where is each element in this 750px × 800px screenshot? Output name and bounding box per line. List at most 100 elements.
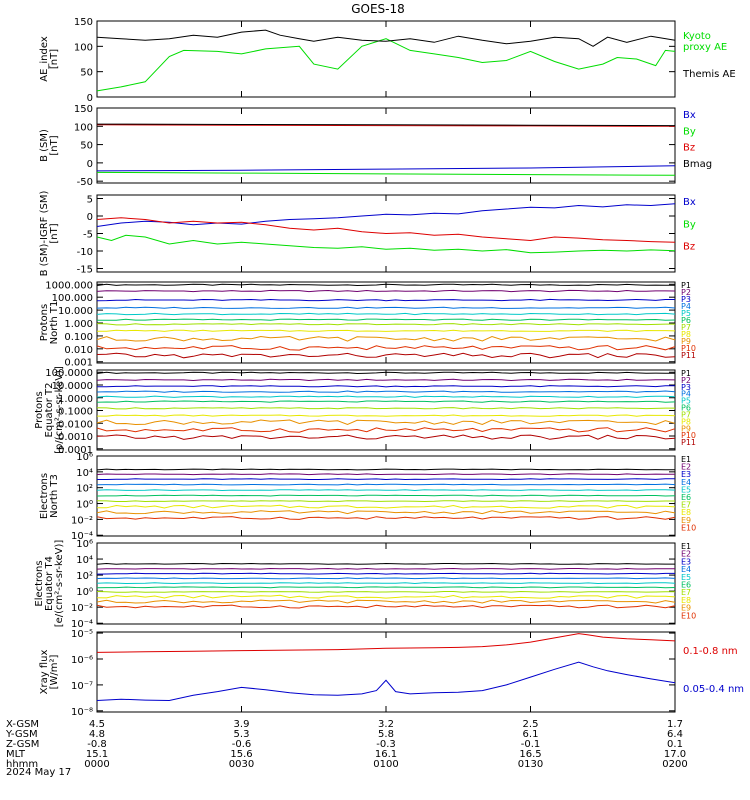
channel-label: E1 [681,542,691,551]
series-line-2 [96,124,676,127]
orbit-row-label: Y-GSM [5,729,38,740]
y-tick-label: 10⁻⁸ [71,707,93,718]
y-tick-label: 5 [87,195,93,206]
channel-line-E5 [96,582,676,585]
channel-label: P10 [681,344,696,353]
channel-label: P9 [681,424,691,433]
y-axis-label: Equator T4 [44,556,55,611]
y-tick-label: 10⁴ [76,468,93,479]
series-line-2 [96,217,676,243]
y-tick-label: -5 [83,230,93,241]
y-axis-label: B (SM)-IGRF (SM) [39,191,50,277]
legend-label: 0.1-0.8 nm [683,646,738,657]
y-axis-label: Protons [34,391,45,428]
channel-line-P4 [96,306,676,309]
orbit-row-value: 5.3 [234,729,250,740]
channel-label: E7 [681,588,691,597]
channel-line-E7 [96,500,675,503]
y-axis-label: [nT] [49,223,60,243]
orbit-row-value: 16.1 [375,749,397,760]
channel-line-P1 [96,371,676,375]
channel-line-E3 [96,572,675,575]
y-tick-label: 0.001 [64,358,93,369]
channel-label: E8 [681,508,691,517]
channel-label: E3 [681,557,691,566]
channel-label: P10 [681,431,696,440]
channel-label: P8 [681,417,691,426]
channel-label: E5 [681,573,691,582]
channel-label: E10 [681,523,696,532]
orbit-row-value: -0.3 [376,739,396,750]
legend-label: Bx [683,197,696,208]
orbit-row-value: 0030 [229,759,254,770]
channel-label: P4 [681,390,691,399]
panel-frame [96,631,676,713]
channel-label: E2 [681,463,691,472]
channel-label: E8 [681,596,691,605]
legend-label: proxy AE [683,42,727,53]
orbit-row-value: 5.8 [378,729,394,740]
channel-label: E7 [681,501,691,510]
channel-line-P2 [96,378,676,382]
orbit-row-value: 16.5 [519,749,541,760]
y-tick-label: 0 [87,93,93,104]
channel-line-P8 [97,414,676,417]
channel-label: E9 [681,516,691,525]
orbit-row-value: 0130 [518,759,543,770]
channel-label: E5 [681,485,691,494]
channel-line-P9 [96,335,676,342]
channel-line-E9 [96,510,676,515]
y-axis-label: Protons [39,304,50,341]
channel-line-E4 [96,577,676,580]
y-tick-label: 100 [74,42,93,53]
channel-label: P3 [681,295,691,304]
y-tick-label: 10.0000 [52,381,93,392]
y-tick-label: 10⁻⁴ [71,531,93,542]
channel-line-E1 [96,468,675,471]
legend-label: Bx [683,110,696,121]
y-tick-label: 10⁴ [76,555,93,566]
panel-frame [96,20,676,98]
channel-label: P11 [681,438,696,447]
y-tick-label: 0.0001 [58,445,93,456]
legend-label: Bz [683,242,695,253]
channel-line-E8 [96,594,676,599]
y-axis-label: AE_index [39,36,50,82]
channel-label: P7 [681,410,691,419]
series-line-0 [96,165,676,172]
channel-line-P11 [96,352,676,359]
y-tick-label: 10.000 [58,306,93,317]
legend-label: By [683,126,696,137]
channel-label: P6 [681,316,691,325]
orbit-row-value: 2.5 [523,719,539,730]
channel-line-P1 [96,283,675,287]
legend-label: Kyoto [683,31,711,42]
channel-label: P5 [681,397,691,406]
y-axis-label: Equator T2 [44,383,55,438]
series-line-1 [96,29,676,47]
y-tick-label: 0.0100 [58,419,93,430]
panel-frame [96,281,676,364]
y-axis-label: [nT] [49,135,60,155]
orbit-row-value: -0.1 [521,739,541,750]
legend-label: 0.05-0.4 nm [683,684,744,695]
channel-label: E9 [681,604,691,613]
channel-line-E2 [96,567,675,570]
y-tick-label: 0 [87,212,93,223]
series-line-0 [96,633,676,653]
panel-7: 10⁶ 10⁴ 10² 10⁰ 10⁻² 10⁻⁴ Electrons Equator T4[… [34,539,696,630]
orbit-row-value: 0100 [373,759,398,770]
orbit-row-value: 3.2 [378,719,394,730]
channel-line-P10 [96,427,676,433]
channel-line-E1 [96,562,675,565]
y-tick-label: 0.100 [64,332,93,343]
orbit-row-value: 6.4 [667,729,683,740]
legend-label: Bmag [683,159,712,170]
legend-label: Themis AE [682,69,736,80]
channel-line-P3 [97,385,675,388]
y-tick-label: 10⁰ [76,500,93,511]
channel-line-P9 [96,419,676,426]
y-tick-label: 10⁶ [76,539,93,550]
orbit-row-value: 1.7 [667,719,683,730]
